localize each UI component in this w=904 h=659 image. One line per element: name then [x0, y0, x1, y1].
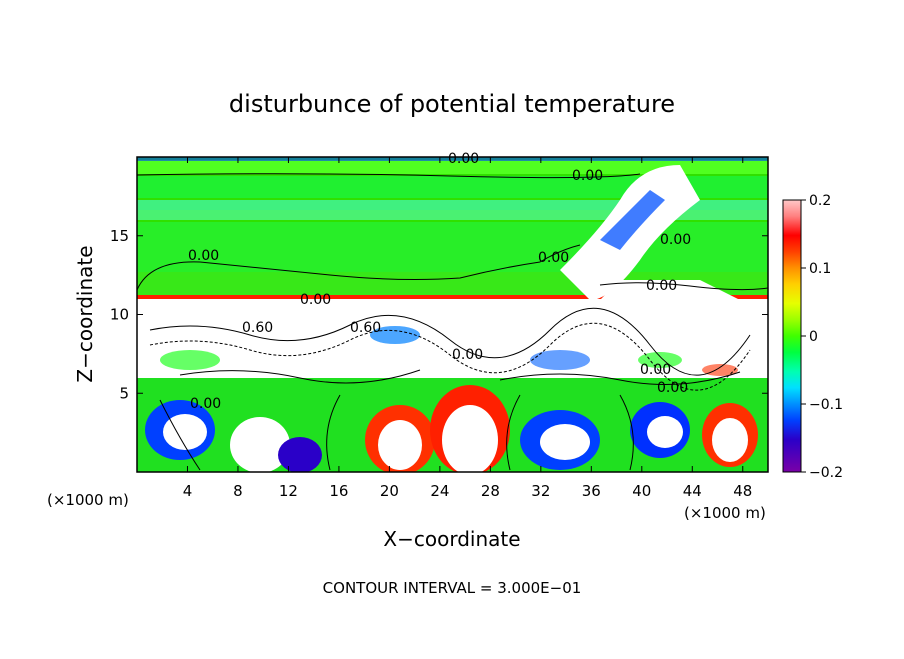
x-unit-right: (×1000 m)	[684, 504, 766, 522]
colorbar-tick-label: 0.1	[809, 261, 831, 277]
contour-label: 0.00	[660, 232, 691, 248]
x-tick-label: 48	[733, 482, 752, 500]
contour-label: 0.00	[300, 292, 331, 308]
x-tick-label: 12	[279, 482, 298, 500]
contour-label: 0.60	[350, 320, 381, 336]
x-tick-label: 4	[183, 482, 193, 500]
colorbar-tick-label: −0.1	[809, 397, 843, 413]
colorbar-tick-label: 0	[809, 329, 818, 345]
contour-label: 0.00	[452, 347, 483, 363]
x-tick-label: 20	[380, 482, 399, 500]
contour-label: 0.00	[657, 380, 688, 396]
contour-labels: 0.00 0.00 0.00 0.00 0.00 0.00 0.60 0.60 …	[188, 151, 691, 412]
x-tick-label: 16	[329, 482, 348, 500]
contour-lines	[137, 173, 768, 471]
heatmap-field	[137, 157, 768, 472]
contour-label: 0.00	[448, 151, 479, 167]
x-axis-ticks: 4 8 12 16 20 24 28 32 36 40 44 48	[183, 157, 752, 500]
contour-label: 0.00	[640, 362, 671, 378]
contour-label: 0.00	[190, 396, 221, 412]
x-axis-title: X−coordinate	[383, 527, 520, 551]
x-tick-label: 40	[632, 482, 651, 500]
y-tick-label: 10	[110, 306, 129, 324]
y-axis-title: Z−coordinate	[73, 245, 97, 382]
x-unit-left: (×1000 m)	[47, 491, 129, 509]
x-tick-label: 24	[430, 482, 449, 500]
x-tick-label: 8	[233, 482, 243, 500]
colorbar-ticks: 0.2 0.1 0 −0.1 −0.2	[801, 193, 843, 481]
contour-interval-note: CONTOUR INTERVAL = 3.000E−01	[323, 579, 582, 597]
x-tick-label: 32	[531, 482, 550, 500]
x-tick-label: 44	[683, 482, 702, 500]
contour-label: 0.60	[242, 320, 273, 336]
contour-label: 0.00	[188, 248, 219, 264]
y-tick-label: 15	[110, 227, 129, 245]
x-tick-label: 28	[481, 482, 500, 500]
chart-title: disturbunce of potential temperature	[229, 90, 675, 118]
contour-label: 0.00	[646, 278, 677, 294]
contour-label: 0.00	[572, 168, 603, 184]
contour-label: 0.00	[538, 250, 569, 266]
colorbar-tick-label: 0.2	[809, 193, 831, 209]
x-tick-label: 36	[582, 482, 601, 500]
colorbar-tick-label: −0.2	[809, 465, 843, 481]
y-axis-ticks: 5 10 15	[110, 227, 768, 402]
y-tick-label: 5	[119, 384, 129, 402]
colorbar	[782, 199, 802, 473]
